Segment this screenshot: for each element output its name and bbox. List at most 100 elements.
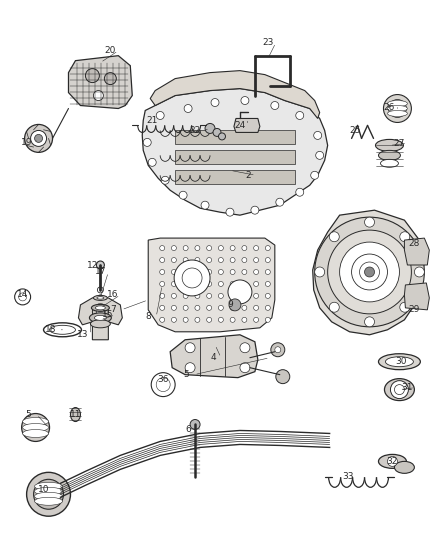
Ellipse shape bbox=[378, 354, 420, 370]
Circle shape bbox=[183, 246, 188, 251]
Ellipse shape bbox=[378, 150, 400, 160]
Circle shape bbox=[31, 131, 46, 147]
Circle shape bbox=[211, 99, 219, 107]
Polygon shape bbox=[142, 88, 328, 215]
Text: 20: 20 bbox=[105, 46, 116, 55]
Circle shape bbox=[276, 198, 284, 206]
Text: 31: 31 bbox=[402, 383, 413, 392]
Ellipse shape bbox=[71, 408, 81, 422]
Circle shape bbox=[392, 103, 403, 114]
Text: 8: 8 bbox=[145, 312, 151, 321]
Circle shape bbox=[241, 96, 249, 104]
Circle shape bbox=[151, 373, 175, 397]
Circle shape bbox=[230, 257, 235, 263]
Circle shape bbox=[314, 132, 321, 140]
Circle shape bbox=[254, 293, 258, 298]
Circle shape bbox=[314, 267, 325, 277]
Circle shape bbox=[228, 280, 252, 304]
Ellipse shape bbox=[95, 306, 106, 310]
Ellipse shape bbox=[375, 140, 403, 151]
Circle shape bbox=[34, 479, 64, 509]
Circle shape bbox=[96, 308, 104, 316]
Circle shape bbox=[230, 317, 235, 322]
Circle shape bbox=[160, 317, 165, 322]
Circle shape bbox=[316, 151, 324, 159]
Circle shape bbox=[160, 246, 165, 251]
Polygon shape bbox=[78, 295, 122, 340]
Circle shape bbox=[219, 293, 223, 298]
Circle shape bbox=[226, 208, 234, 216]
Circle shape bbox=[160, 305, 165, 310]
Circle shape bbox=[265, 246, 270, 251]
Circle shape bbox=[31, 423, 41, 432]
Circle shape bbox=[230, 305, 235, 310]
Circle shape bbox=[364, 267, 374, 277]
Circle shape bbox=[254, 270, 258, 274]
Circle shape bbox=[156, 378, 170, 392]
Circle shape bbox=[104, 72, 117, 85]
Polygon shape bbox=[170, 335, 258, 378]
Text: 9: 9 bbox=[227, 301, 233, 309]
Circle shape bbox=[171, 305, 177, 310]
Text: 13: 13 bbox=[77, 330, 88, 340]
Ellipse shape bbox=[35, 482, 63, 490]
Circle shape bbox=[25, 124, 53, 152]
Circle shape bbox=[275, 347, 281, 353]
Circle shape bbox=[183, 270, 188, 274]
Circle shape bbox=[364, 317, 374, 327]
Circle shape bbox=[171, 293, 177, 298]
Circle shape bbox=[296, 111, 304, 119]
Ellipse shape bbox=[92, 304, 110, 311]
Circle shape bbox=[207, 270, 212, 274]
Circle shape bbox=[219, 317, 223, 322]
Text: 5: 5 bbox=[26, 410, 32, 419]
Text: 11: 11 bbox=[70, 410, 81, 419]
Circle shape bbox=[311, 171, 319, 179]
Ellipse shape bbox=[95, 316, 106, 320]
Circle shape bbox=[242, 317, 247, 322]
Circle shape bbox=[230, 246, 235, 251]
Polygon shape bbox=[175, 150, 295, 164]
Circle shape bbox=[195, 257, 200, 263]
Circle shape bbox=[276, 370, 290, 384]
Circle shape bbox=[160, 293, 165, 298]
Circle shape bbox=[329, 232, 339, 242]
Circle shape bbox=[219, 246, 223, 251]
Circle shape bbox=[329, 302, 339, 312]
Circle shape bbox=[171, 281, 177, 286]
Text: 2: 2 bbox=[245, 171, 251, 180]
Circle shape bbox=[352, 254, 388, 290]
Circle shape bbox=[390, 381, 408, 399]
Circle shape bbox=[195, 281, 200, 286]
Text: 5: 5 bbox=[183, 370, 189, 379]
Text: 23: 23 bbox=[262, 38, 274, 47]
Circle shape bbox=[339, 242, 399, 302]
Circle shape bbox=[384, 94, 411, 123]
Circle shape bbox=[171, 246, 177, 251]
Text: 10: 10 bbox=[38, 485, 49, 494]
Ellipse shape bbox=[49, 325, 75, 334]
Text: 6: 6 bbox=[185, 425, 191, 434]
Circle shape bbox=[254, 246, 258, 251]
Text: 7: 7 bbox=[110, 305, 116, 314]
Ellipse shape bbox=[385, 378, 414, 401]
Circle shape bbox=[195, 305, 200, 310]
Ellipse shape bbox=[23, 417, 49, 425]
Circle shape bbox=[400, 232, 410, 242]
Text: 18: 18 bbox=[45, 325, 57, 334]
Circle shape bbox=[240, 362, 250, 373]
Circle shape bbox=[242, 257, 247, 263]
Text: 36: 36 bbox=[157, 375, 169, 384]
Circle shape bbox=[148, 158, 156, 166]
Circle shape bbox=[160, 270, 165, 274]
Polygon shape bbox=[404, 238, 429, 265]
Polygon shape bbox=[175, 171, 295, 184]
Circle shape bbox=[254, 281, 258, 286]
Circle shape bbox=[265, 270, 270, 274]
Text: 15: 15 bbox=[102, 310, 113, 319]
Circle shape bbox=[207, 246, 212, 251]
Circle shape bbox=[271, 101, 279, 109]
Circle shape bbox=[400, 302, 410, 312]
Ellipse shape bbox=[35, 497, 63, 505]
Circle shape bbox=[161, 176, 169, 184]
